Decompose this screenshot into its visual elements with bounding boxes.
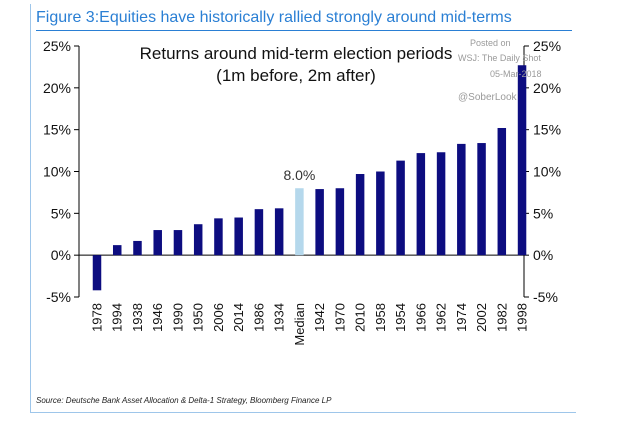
x-category-label: 1962 [434, 303, 449, 332]
bar [133, 240, 142, 256]
y-tick-label-left: -5% [46, 289, 71, 305]
x-category-label: 1974 [454, 303, 469, 332]
bar [517, 65, 527, 256]
bar [335, 188, 345, 256]
x-category-label: 1946 [150, 303, 165, 332]
bar [92, 255, 102, 291]
bar [416, 153, 426, 256]
category-labels: 1978 1994 1938 1946 1990 1950 2006 2014 1986 1934… [90, 303, 530, 346]
y-tick-label-right: 25% [533, 38, 561, 54]
x-category-label: 1938 [130, 303, 145, 332]
x-category-label: 1954 [393, 303, 408, 332]
bar [234, 217, 243, 256]
x-category-label: 1942 [312, 303, 327, 332]
x-category-label: 1990 [170, 303, 185, 332]
bar [193, 224, 203, 256]
bar [274, 208, 284, 256]
y-tick-label-right: 20% [533, 80, 561, 96]
y-tick-label-right: 10% [533, 164, 561, 180]
x-category-label: 1970 [332, 303, 347, 332]
bar [477, 143, 486, 256]
bar [355, 174, 365, 256]
x-category-label: 2010 [353, 303, 368, 332]
y-tick-label-left: 20% [43, 80, 71, 96]
y-tick-label-right: 0% [533, 247, 553, 263]
bar [173, 230, 183, 256]
y-tick-label-left: 10% [43, 164, 71, 180]
bar [436, 152, 446, 256]
y-tick-label-left: 5% [51, 205, 71, 221]
source-note: Source: Deutsche Bank Asset Allocation &… [36, 396, 332, 405]
y-tick-label-left: 15% [43, 122, 71, 138]
data-label: 8.0% [283, 167, 315, 183]
bar [497, 127, 507, 256]
bar [315, 189, 324, 256]
x-category-label: 1998 [515, 303, 530, 332]
y-tick-label-right: 15% [533, 122, 561, 138]
x-category-label: 1994 [110, 303, 125, 332]
watermark-source: WSJ: The Daily Shot [458, 53, 541, 63]
chart-subtitle-line-1: Returns around mid-term election periods [140, 44, 453, 63]
title-divider [36, 30, 572, 31]
bar [214, 218, 223, 256]
bar [396, 160, 405, 256]
x-category-label: 1966 [413, 303, 428, 332]
bar-median [295, 188, 304, 256]
y-tick-label-left: 0% [51, 247, 71, 263]
watermark-posted-on: Posted on [470, 38, 511, 48]
bar [254, 209, 264, 256]
figure-title: Figure 3:Equities have historically rall… [36, 9, 512, 26]
x-category-label: 2014 [231, 303, 246, 332]
x-category-label: 1982 [494, 303, 509, 332]
watermark-handle: @SoberLook [458, 92, 518, 103]
x-category-label: 1934 [272, 303, 287, 332]
figure-frame [30, 4, 576, 413]
x-category-label: 2002 [474, 303, 489, 332]
chart-subtitle-line-2: (1m before, 2m after) [216, 66, 376, 85]
x-category-label: 1950 [191, 303, 206, 332]
x-category-label: Median [292, 303, 307, 346]
x-category-label: 1958 [373, 303, 388, 332]
x-category-label: 2006 [211, 303, 226, 332]
watermark-date: 05-Mar-2018 [490, 69, 542, 79]
chart-bars: 8.0% [92, 65, 527, 291]
bar [153, 230, 162, 256]
bar [457, 143, 466, 256]
bar [376, 171, 385, 256]
x-category-label: 1978 [90, 303, 105, 332]
x-category-label: 1986 [251, 303, 266, 332]
bar [112, 245, 122, 256]
y-tick-label-left: 25% [43, 38, 71, 54]
y-tick-label-right: 5% [533, 205, 553, 221]
y-tick-label-right: -5% [533, 289, 558, 305]
chart-axes: -5% -5% 0% 0% 5% 5% 10% 10% 15% 15% 20% 20% 25% 25% [43, 38, 561, 305]
